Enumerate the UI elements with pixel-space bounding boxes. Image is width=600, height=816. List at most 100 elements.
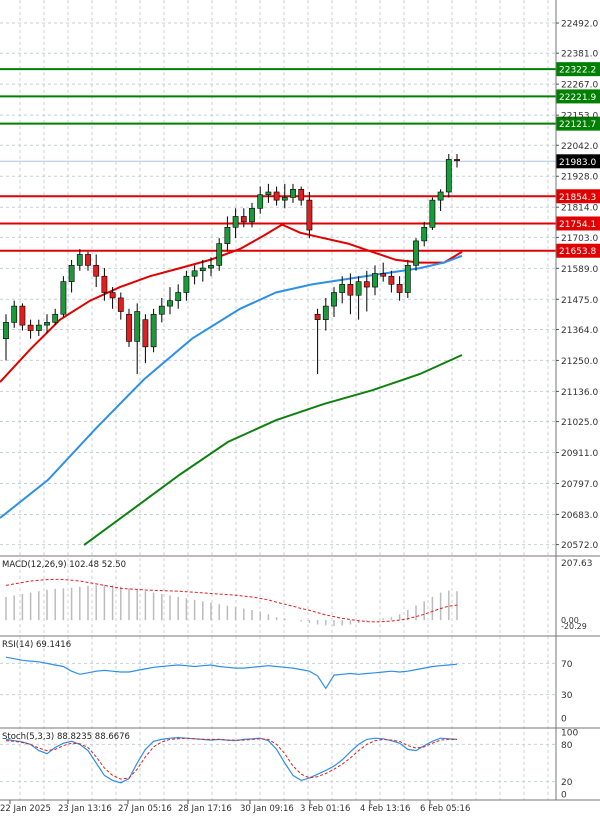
- candle: [372, 265, 378, 296]
- moving-average-line: [83, 354, 463, 546]
- rsi-line: [5, 656, 458, 690]
- candle: [85, 251, 91, 271]
- candle: [413, 238, 419, 271]
- candle: [257, 186, 264, 214]
- candle: [347, 273, 354, 315]
- candle-body: [158, 305, 165, 315]
- candle-body: [150, 313, 157, 348]
- candle-body: [183, 275, 190, 293]
- candle: [117, 292, 124, 320]
- candle: [60, 276, 67, 317]
- candle-body: [306, 199, 313, 231]
- time-tick-label: 30 Jan 09:16: [240, 804, 294, 814]
- candle: [306, 192, 313, 239]
- current-price-label: 21983.0: [559, 158, 596, 168]
- candle-body: [429, 199, 436, 228]
- candle: [396, 276, 403, 301]
- candle: [290, 183, 296, 203]
- level-label: 22322.2: [559, 66, 596, 76]
- candle-body: [93, 265, 100, 277]
- level-label-box: [556, 243, 600, 258]
- candle: [388, 270, 395, 293]
- candle-body: [109, 292, 116, 299]
- candle: [380, 262, 387, 282]
- candle-body: [396, 284, 403, 293]
- candle: [404, 259, 411, 298]
- candle-body: [11, 305, 18, 323]
- stoch-k-line: [5, 736, 458, 784]
- candle-body: [167, 300, 173, 307]
- candle-body: [134, 311, 141, 342]
- moving-average-line: [0, 223, 463, 383]
- price-tick-label: 21475.0: [561, 296, 598, 306]
- time-tick-label: 23 Jan 13:16: [58, 804, 112, 814]
- candle: [68, 259, 75, 293]
- level-label-box: [556, 89, 600, 104]
- candle-body: [249, 207, 255, 223]
- candle: [232, 208, 239, 239]
- time-tick-label: 28 Jan 17:16: [178, 804, 232, 814]
- candle-body: [52, 313, 59, 323]
- candle-body: [388, 275, 395, 285]
- candle: [363, 270, 370, 312]
- price-tick-label: 21364.0: [561, 326, 598, 336]
- price-tick-label: 22381.0: [561, 50, 598, 60]
- candle-body: [265, 191, 272, 196]
- price-tick-label: 20911.0: [561, 449, 598, 459]
- stoch-tick-label: 100: [561, 729, 578, 739]
- stoch-tick-label: 20: [561, 778, 573, 788]
- price-tick-label: 20572.0: [561, 541, 598, 551]
- level-label-box: [556, 62, 600, 77]
- macd-signal-line: [5, 578, 458, 623]
- candle-body: [240, 216, 247, 223]
- level-label: 22121.7: [559, 120, 596, 130]
- moving-averages: [0, 223, 463, 546]
- price-tick-label: 22492.0: [561, 20, 598, 30]
- stoch-d-line: [5, 737, 457, 780]
- stoch-label: Stoch(5,3,3) 88.8235 88.6676: [2, 732, 130, 742]
- candle: [35, 319, 42, 336]
- candle-body: [380, 273, 387, 277]
- candle-body: [363, 281, 370, 288]
- candle: [273, 186, 280, 206]
- candle: [167, 287, 173, 315]
- price-tick-label: 22042.0: [561, 142, 598, 152]
- candle: [265, 183, 272, 203]
- candle-body: [117, 297, 124, 312]
- candle: [44, 314, 50, 334]
- stoch-tick-label: 80: [561, 741, 573, 751]
- candle-body: [281, 197, 288, 201]
- candle-body: [404, 265, 411, 293]
- rsi-tick-label: 70: [561, 660, 573, 670]
- candle: [429, 197, 436, 231]
- candle: [52, 308, 59, 326]
- time-axis: 22 Jan 2025 23 Jan 13:16 27 Jan 05:16 28 Ja…: [0, 800, 470, 814]
- macd-label: MACD(12,26,9) 102.48 52.50: [2, 560, 126, 570]
- candle-body: [421, 227, 428, 242]
- candle: [11, 300, 18, 328]
- macd-tick-label: 0.00: [561, 616, 579, 625]
- candle-body: [454, 159, 460, 162]
- candle: [445, 153, 452, 198]
- price-tick-label: 21703.0: [561, 234, 598, 244]
- candle-body: [175, 292, 182, 301]
- candle: [249, 202, 255, 228]
- level-label: 21653.8: [559, 247, 596, 257]
- candle: [216, 238, 223, 271]
- candle: [19, 303, 26, 331]
- candle: [126, 308, 132, 347]
- price-tick-label: 21025.0: [561, 418, 598, 428]
- candle-body: [126, 313, 132, 342]
- candle: [158, 297, 165, 323]
- candle-body: [339, 284, 346, 293]
- time-tick-label: 27 Jan 05:16: [118, 804, 172, 814]
- rsi-tick-label: 0: [561, 715, 567, 725]
- candle: [76, 249, 83, 271]
- stoch-tick-label: 0: [561, 791, 567, 801]
- time-tick-label: 6 Feb 05:16: [420, 804, 470, 814]
- rsi-label: RSI(14) 69.1416: [2, 640, 71, 650]
- price-tick-label: 21814.0: [561, 204, 598, 214]
- candle-body: [372, 273, 378, 288]
- current-price-label-box: [556, 154, 600, 169]
